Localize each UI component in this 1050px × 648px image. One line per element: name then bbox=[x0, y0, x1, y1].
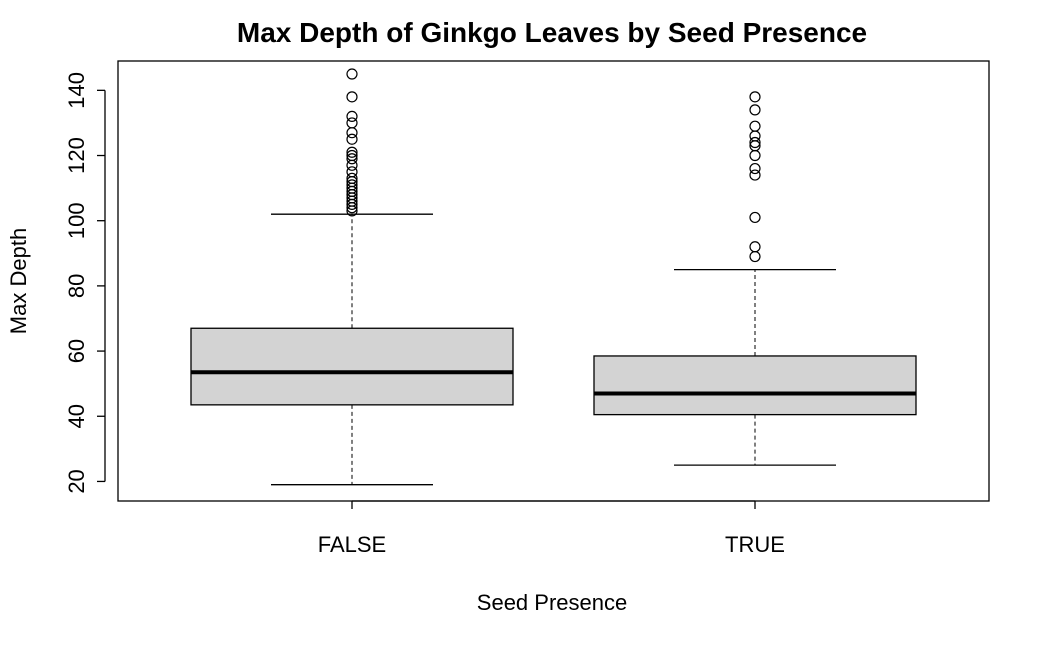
outlier-point bbox=[346, 110, 358, 123]
x-tick-label: TRUE bbox=[725, 532, 785, 557]
x-axis: FALSE TRUE bbox=[318, 500, 785, 557]
boxplots bbox=[190, 68, 917, 486]
outlier-point bbox=[346, 166, 358, 178]
outlier-point bbox=[749, 130, 761, 142]
y-tick-label: 140 bbox=[64, 72, 89, 109]
chart-title: Max Depth of Ginkgo Leaves by Seed Prese… bbox=[237, 17, 867, 48]
y-tick-label: 80 bbox=[64, 274, 89, 298]
y-tick-label: 40 bbox=[64, 404, 89, 428]
outlier-point bbox=[749, 241, 761, 253]
outlier-point bbox=[346, 149, 358, 162]
x-tick-label: FALSE bbox=[318, 532, 386, 557]
outlier-point bbox=[346, 172, 358, 184]
y-axis: 20 40 60 80 100 120 140 bbox=[64, 72, 106, 494]
x-axis-label: Seed Presence bbox=[477, 590, 627, 615]
plot-frame bbox=[117, 60, 990, 502]
iqr-box bbox=[593, 355, 917, 416]
boxplot-false bbox=[190, 68, 514, 486]
outlier-point bbox=[749, 149, 761, 162]
outlier-point bbox=[749, 91, 761, 103]
outlier-point bbox=[346, 117, 358, 129]
y-tick-label: 60 bbox=[64, 339, 89, 363]
y-tick-label: 100 bbox=[64, 202, 89, 239]
outlier-point bbox=[346, 68, 358, 80]
outlier-point bbox=[346, 133, 358, 145]
y-tick-label: 20 bbox=[64, 469, 89, 493]
outlier-point bbox=[749, 104, 761, 116]
outlier-point bbox=[749, 250, 761, 263]
outlier-point bbox=[749, 169, 761, 181]
iqr-box bbox=[190, 327, 514, 406]
y-axis-label: Max Depth bbox=[6, 228, 31, 334]
y-tick-label: 120 bbox=[64, 137, 89, 174]
outlier-point bbox=[346, 153, 358, 165]
outlier-point bbox=[346, 146, 358, 158]
outlier-point bbox=[749, 162, 761, 175]
outlier-point bbox=[346, 127, 358, 139]
outlier-point bbox=[749, 211, 761, 224]
outlier-point bbox=[749, 136, 761, 149]
outlier-point bbox=[346, 179, 358, 191]
outlier-point bbox=[749, 120, 761, 132]
outlier-point bbox=[346, 91, 358, 103]
boxplot-true bbox=[593, 91, 917, 466]
